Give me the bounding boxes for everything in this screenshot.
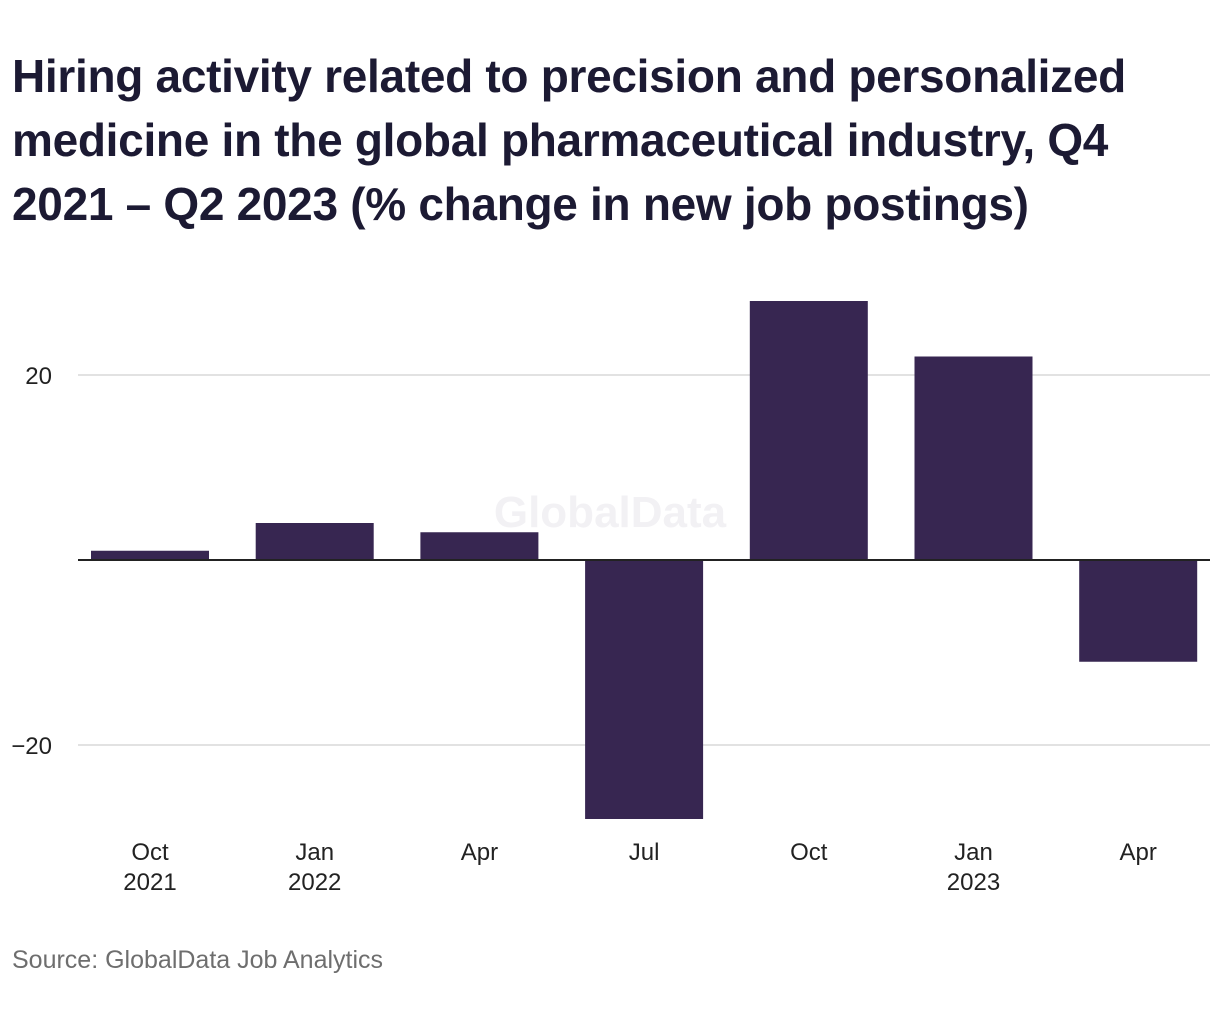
watermark-logo: GlobalData: [494, 488, 727, 537]
source-note: Source: GlobalData Job Analytics: [12, 946, 384, 974]
x-tick-year-label: 2023: [947, 869, 1000, 896]
bars: [91, 301, 1198, 819]
chart-title: Hiring activity related to precision and…: [12, 50, 1126, 230]
bar: [914, 356, 1033, 560]
x-axis-ticks: Oct 2021 Jan 2022 Apr Jul Oct Jan 2023 Apr: [123, 839, 1157, 896]
bar: [91, 550, 209, 560]
x-tick-year-label: 2021: [123, 869, 176, 896]
y-axis-ticks: 20 −20: [11, 363, 52, 760]
y-tick-label: −20: [11, 733, 52, 760]
y-tick-label: 20: [25, 363, 52, 390]
x-tick-label: Apr: [461, 839, 498, 866]
bar: [585, 560, 704, 819]
bar: [749, 301, 868, 560]
x-tick-label: Apr: [1120, 839, 1157, 866]
x-tick-label: Jan: [295, 839, 334, 866]
bar: [255, 523, 374, 560]
bar: [1079, 560, 1198, 662]
x-tick-label: Oct: [790, 839, 828, 866]
x-tick-label: Jul: [629, 839, 660, 866]
bar: [420, 532, 539, 560]
x-tick-year-label: 2022: [288, 869, 341, 896]
x-tick-label: Oct: [131, 839, 169, 866]
x-tick-label: Jan: [954, 839, 993, 866]
